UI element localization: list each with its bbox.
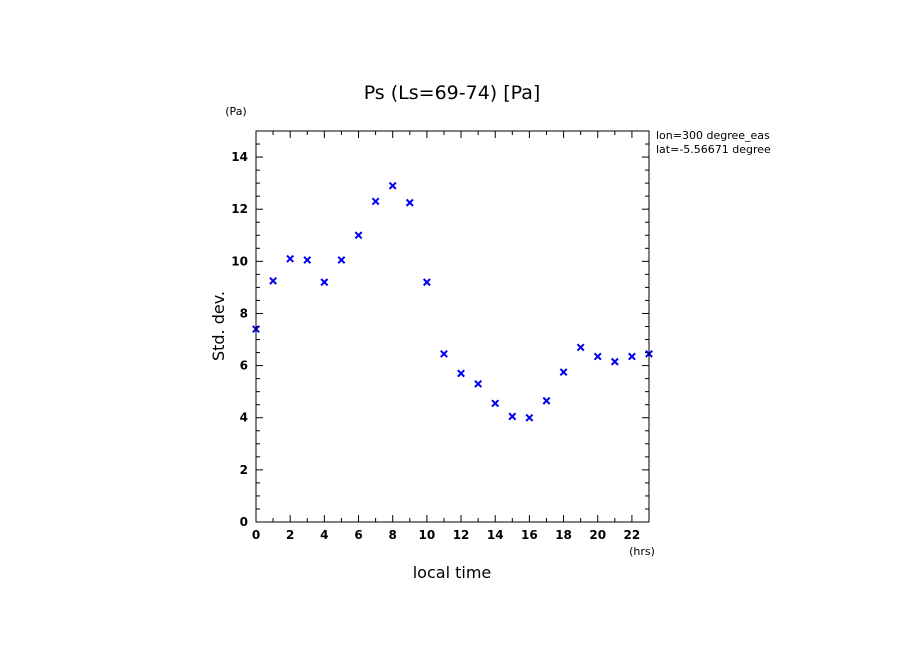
data-point (371, 197, 380, 206)
data-point (457, 369, 465, 378)
data-point (354, 231, 363, 240)
y-tick-label: 10 (231, 254, 248, 268)
x-tick-label: 2 (286, 528, 294, 542)
x-tick-label: 14 (487, 528, 504, 542)
x-tick-label: 8 (389, 528, 397, 542)
data-point (491, 399, 500, 408)
y-tick-label: 6 (240, 359, 248, 373)
y-tick-label: 0 (240, 515, 248, 529)
data-point (525, 413, 534, 422)
y-axis-title: Std. dev. (209, 291, 228, 361)
data-points (252, 181, 653, 422)
y-tick-label: 14 (231, 150, 248, 164)
annotation-longitude: lon=300 degree_eas (656, 129, 770, 142)
data-point (593, 352, 602, 361)
axis-tick-labels: 0 2 4 6 8 10 12 14 16 18 20 22 0 2 4 6 8 10 12 14 (231, 150, 640, 542)
data-point (542, 396, 551, 405)
x-tick-label: 20 (589, 528, 606, 542)
data-point (610, 357, 619, 366)
x-tick-label: 10 (419, 528, 436, 542)
y-axis-unit: (Pa) (225, 105, 246, 118)
y-tick-label: 2 (240, 463, 248, 477)
data-point (422, 278, 431, 287)
x-axis-title: local time (413, 563, 492, 582)
data-point (576, 343, 585, 352)
data-point (508, 412, 517, 421)
x-tick-label: 18 (555, 528, 572, 542)
x-tick-label: 4 (320, 528, 328, 542)
x-tick-label: 12 (453, 528, 470, 542)
x-tick-label: 0 (252, 528, 260, 542)
data-point (388, 181, 397, 190)
data-point (474, 379, 483, 388)
data-point (337, 256, 346, 264)
data-point (440, 349, 448, 358)
data-point (405, 198, 414, 207)
data-point (303, 256, 312, 264)
data-point (320, 278, 329, 287)
data-point (286, 254, 295, 263)
axis-ticks (255, 130, 650, 523)
x-tick-label: 22 (624, 528, 641, 542)
x-axis-unit: (hrs) (629, 545, 655, 558)
y-tick-label: 8 (240, 306, 248, 320)
data-point (628, 352, 636, 361)
y-tick-label: 12 (231, 202, 248, 216)
chart-title: Ps (Ls=69-74) [Pa] (364, 82, 541, 104)
data-point (559, 368, 568, 377)
plot-frame (255, 130, 650, 523)
data-point (269, 276, 277, 285)
x-tick-label: 6 (354, 528, 362, 542)
x-tick-label: 16 (521, 528, 538, 542)
annotation-latitude: lat=-5.56671 degree (656, 143, 771, 156)
y-tick-label: 4 (240, 411, 248, 425)
